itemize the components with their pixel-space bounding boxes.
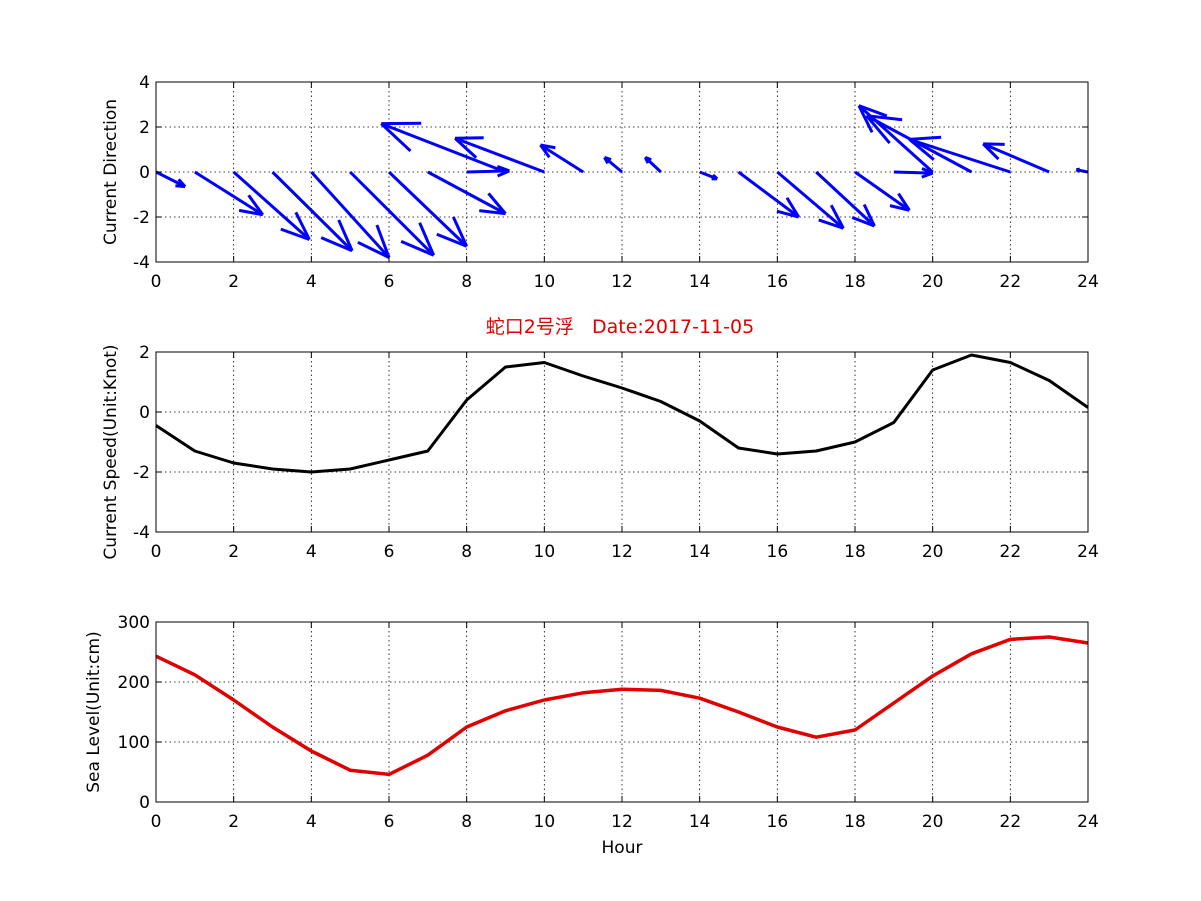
direction-arrow — [194, 170, 265, 217]
speed-y-tick-label: -4 — [133, 523, 150, 543]
chart-title: 蛇口2号浮 Date:2017-11-05 — [486, 316, 754, 338]
speed-line — [155, 353, 1089, 474]
speed-x-tick-label: 24 — [1077, 542, 1099, 562]
speed-series — [155, 353, 1089, 474]
direction-arrow — [737, 170, 800, 219]
speed-y-axis-label: Current Speed(Unit:Knot) — [101, 344, 121, 559]
direction-x-tick-label: 14 — [689, 272, 711, 292]
sea-level-x-tick-label: 6 — [384, 812, 395, 832]
sea-level-line — [155, 635, 1089, 777]
direction-x-tick-label: 16 — [767, 272, 789, 292]
direction-x-tick-label: 4 — [306, 272, 317, 292]
direction-x-tick-label: 12 — [611, 272, 633, 292]
speed-y-tick-label: 2 — [139, 343, 150, 363]
direction-y-tick-label: 4 — [139, 73, 150, 93]
direction-arrow — [539, 143, 584, 174]
direction-y-tick-label: 0 — [139, 163, 150, 183]
sea-level-x-tick-label: 18 — [844, 812, 866, 832]
sea-level-x-tick-label: 22 — [1000, 812, 1022, 832]
speed-x-tick-label: 6 — [384, 542, 395, 562]
sea-level-series — [155, 635, 1089, 777]
direction-arrow — [349, 170, 436, 257]
direction-arrow — [603, 155, 623, 174]
current-speed-panel: 蛇口2号浮 Date:2017-11-05 0 2 4 6 8 10 12 14 16 18 20 2… — [101, 316, 1099, 562]
speed-x-tick-label: 4 — [306, 542, 317, 562]
speed-x-tick-label: 14 — [689, 542, 711, 562]
direction-y-tick-label: -2 — [133, 208, 150, 228]
direction-arrow — [643, 155, 662, 174]
direction-x-tick-label: 18 — [844, 272, 866, 292]
direction-arrow — [908, 135, 1011, 174]
sea-level-y-tick-label: 200 — [118, 673, 150, 693]
sea-level-x-tick-label: 0 — [151, 812, 162, 832]
speed-x-tick-label: 18 — [844, 542, 866, 562]
direction-arrow — [156, 170, 187, 189]
direction-arrow — [271, 170, 354, 253]
sea-level-x-tick-label: 10 — [534, 812, 556, 832]
sea-level-y-tick-label: 300 — [118, 613, 150, 633]
direction-y-axis-label: Current Direction — [101, 99, 121, 245]
sea-level-x-axis-label: Hour — [602, 838, 643, 858]
direction-arrow — [699, 170, 719, 181]
direction-x-tick-label: 6 — [384, 272, 395, 292]
direction-x-tick-label: 24 — [1077, 272, 1099, 292]
speed-x-tick-label: 2 — [228, 542, 239, 562]
speed-x-tick-label: 22 — [1000, 542, 1022, 562]
speed-y-tick-label: -2 — [133, 463, 150, 483]
direction-arrow — [310, 170, 391, 259]
speed-ticks: 0 2 4 6 8 10 12 14 16 18 20 22 24-4-202 — [133, 343, 1099, 562]
sea-level-y-tick-label: 100 — [118, 733, 150, 753]
speed-grid — [156, 352, 1088, 532]
direction-x-tick-label: 20 — [922, 272, 944, 292]
direction-arrow — [854, 170, 911, 212]
direction-x-tick-label: 8 — [461, 272, 472, 292]
sea-level-grid — [156, 622, 1088, 802]
speed-x-tick-label: 20 — [922, 542, 944, 562]
direction-arrows — [156, 104, 1088, 259]
speed-x-tick-label: 12 — [611, 542, 633, 562]
sea-level-y-tick-label: 0 — [139, 793, 150, 813]
sea-level-x-tick-label: 20 — [922, 812, 944, 832]
speed-y-tick-label: 0 — [139, 403, 150, 423]
direction-x-tick-label: 10 — [534, 272, 556, 292]
direction-arrow — [893, 167, 934, 179]
direction-arrow — [982, 142, 1050, 174]
direction-arrow — [454, 136, 545, 174]
direction-y-tick-label: 2 — [139, 118, 150, 138]
direction-arrow — [815, 170, 876, 228]
sea-level-x-tick-label: 8 — [461, 812, 472, 832]
direction-arrow — [776, 170, 845, 230]
direction-arrow — [387, 170, 469, 248]
direction-x-tick-label: 0 — [151, 272, 162, 292]
sea-level-x-tick-label: 2 — [228, 812, 239, 832]
direction-x-tick-label: 2 — [228, 272, 239, 292]
sea-level-x-tick-label: 4 — [306, 812, 317, 832]
sea-level-x-tick-label: 24 — [1077, 812, 1099, 832]
sea-level-x-tick-label: 14 — [689, 812, 711, 832]
sea-level-y-axis-label: Sea Level(Unit:cm) — [84, 631, 104, 792]
direction-arrow — [427, 170, 507, 216]
speed-x-tick-label: 8 — [461, 542, 472, 562]
sea-level-x-tick-label: 16 — [767, 812, 789, 832]
speed-x-tick-label: 0 — [151, 542, 162, 562]
speed-x-tick-label: 10 — [534, 542, 556, 562]
direction-arrow — [380, 121, 507, 174]
direction-x-tick-label: 22 — [1000, 272, 1022, 292]
speed-x-tick-label: 16 — [767, 542, 789, 562]
direction-y-tick-label: -4 — [133, 253, 150, 273]
direction-arrow — [232, 170, 311, 241]
sea-level-x-tick-label: 12 — [611, 812, 633, 832]
